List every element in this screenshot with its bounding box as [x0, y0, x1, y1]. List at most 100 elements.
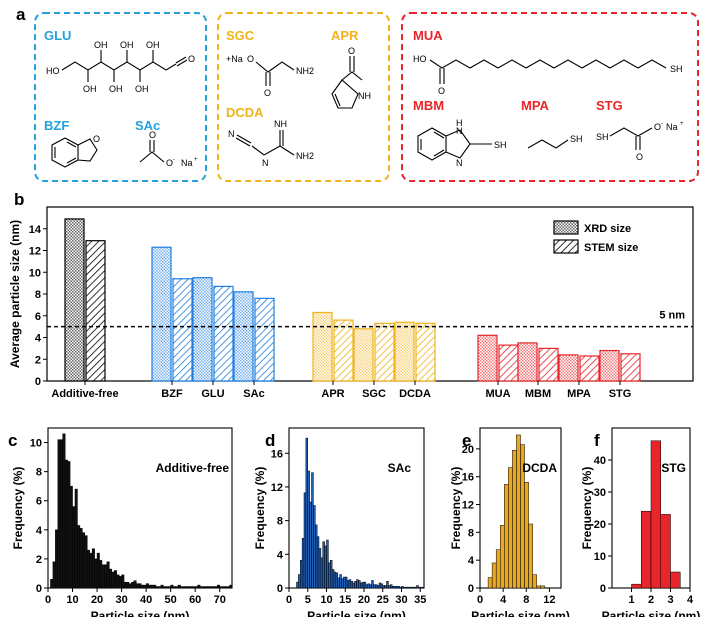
stg-plus: +	[680, 121, 684, 127]
hist-bar-d	[361, 581, 365, 589]
panel-title-e: DCDA	[522, 461, 557, 475]
x-axis-label-f: Particle size (nm)	[602, 609, 701, 617]
hist-bar-d	[376, 585, 380, 589]
hist-bar-c	[84, 535, 88, 589]
hist-bar-c	[133, 580, 137, 589]
hist-bar-d	[356, 579, 359, 589]
y-tick-label-e: 16	[462, 472, 474, 484]
hist-bar-d	[328, 562, 331, 589]
hist-bar-c	[116, 574, 120, 589]
hist-bar-f	[641, 510, 652, 589]
panel-d-letter: d	[265, 431, 275, 450]
hist-bar-c	[194, 586, 198, 589]
x-tick-label-f: 4	[687, 594, 694, 606]
y-tick-label-f: 30	[594, 487, 606, 499]
hist-bar-d	[384, 585, 387, 589]
hist-bar-c	[106, 561, 110, 589]
x-tick-label-e: 0	[477, 594, 483, 606]
hist-bar-d	[418, 586, 421, 589]
x-tick-label-d: 25	[377, 594, 389, 606]
legend-label-xrd: XRD size	[584, 223, 631, 235]
bar-stem-additive-free	[85, 240, 106, 382]
hist-bar-c	[172, 586, 176, 589]
y-axis-label-d: Frequency (%)	[253, 467, 267, 550]
hist-bar-d	[318, 548, 322, 589]
x-tick-label-dcda: DCDA	[399, 388, 431, 400]
hist-bar-c	[55, 529, 59, 589]
label-mpa: MPA	[521, 98, 550, 113]
bar-xrd-additive-free	[64, 218, 85, 382]
hist-bar-c	[96, 552, 100, 589]
sac-structure	[139, 140, 165, 163]
hist-bar-d	[296, 581, 299, 589]
hist-bar-d	[390, 584, 393, 589]
hist-bar-c	[77, 525, 81, 589]
label-mbm: MBM	[413, 98, 444, 113]
hist-bar-c	[52, 561, 56, 589]
hist-bar-c	[113, 570, 117, 589]
hist-bar-d	[371, 580, 374, 589]
hist-bar-e	[528, 523, 533, 589]
stg-o-minus: O	[654, 122, 661, 132]
y-tick-label-f: 20	[594, 519, 606, 531]
hist-bar-d	[401, 586, 404, 589]
hist-bar-d	[337, 577, 340, 589]
hist-bar-d	[330, 559, 333, 589]
x-tick-label-c: 70	[214, 594, 226, 606]
y-tick-label-e: 12	[462, 500, 474, 512]
sac-plus: +	[194, 157, 198, 163]
x-tick-label-apr: APR	[321, 388, 344, 400]
hist-bar-d	[380, 583, 383, 589]
x-tick-label-c: 40	[140, 594, 152, 606]
x-tick-label-e: 12	[543, 594, 555, 606]
x-tick-label-sgc: SGC	[362, 388, 386, 400]
hist-bar-c	[82, 532, 86, 589]
hist-bar-c	[69, 485, 73, 589]
hist-bar-c	[150, 584, 154, 589]
mua-o: O	[438, 86, 445, 96]
hist-bar-d	[399, 586, 402, 589]
y-tick-label-b: 10	[29, 267, 41, 279]
hist-bar-c	[214, 586, 218, 589]
hist-bar-d	[311, 472, 314, 589]
sac-o-minus: O	[166, 158, 173, 168]
label-sgc: SGC	[226, 28, 255, 43]
hist-bar-c	[158, 586, 162, 589]
hist-bar-c	[143, 584, 147, 589]
dcda-n: N	[228, 129, 235, 139]
hist-bar-d	[339, 574, 342, 589]
hist-bar-d	[358, 580, 361, 589]
sgc-o2: O	[264, 88, 271, 98]
hist-bar-c	[148, 584, 152, 589]
hist-bar-e	[487, 577, 493, 589]
sgc-nh2: NH2	[296, 66, 314, 76]
hist-bar-d	[341, 578, 344, 589]
mbm-n2: N	[456, 158, 463, 168]
chart-c: 0 10 20 30 40 50 60 70 0 2 4 6 8 10 Particle size (nm)…	[11, 427, 233, 617]
glu-oh-1: OH	[94, 40, 108, 50]
hist-bar-d	[309, 501, 312, 589]
hist-bar-c	[99, 560, 103, 589]
hist-bar-c	[185, 586, 189, 589]
y-tick-label-b: 6	[35, 311, 41, 323]
hist-bar-d	[421, 586, 425, 589]
bar-stem-mbm	[538, 347, 559, 382]
hist-bar-c	[131, 581, 135, 589]
group-box-yellow	[217, 12, 390, 182]
hist-bar-c	[190, 586, 193, 589]
y-axis-label-b: Average particle size (nm)	[8, 220, 22, 368]
hist-bar-c	[177, 584, 181, 589]
bar-stem-sgc	[374, 322, 395, 382]
bar-xrd-mpa	[558, 354, 579, 382]
y-tick-label-b: 2	[35, 354, 41, 366]
hist-bar-c	[217, 584, 220, 589]
x-tick-label-f: 2	[648, 594, 654, 606]
x-tick-label-e: 8	[523, 594, 529, 606]
hist-bar-c	[111, 571, 115, 589]
x-tick-label-d: 35	[414, 594, 426, 606]
hist-bar-d	[354, 581, 357, 589]
panel-e-letter: e	[462, 431, 471, 450]
x-tick-label-mua: MUA	[485, 388, 510, 400]
glu-oh-2: OH	[120, 40, 134, 50]
